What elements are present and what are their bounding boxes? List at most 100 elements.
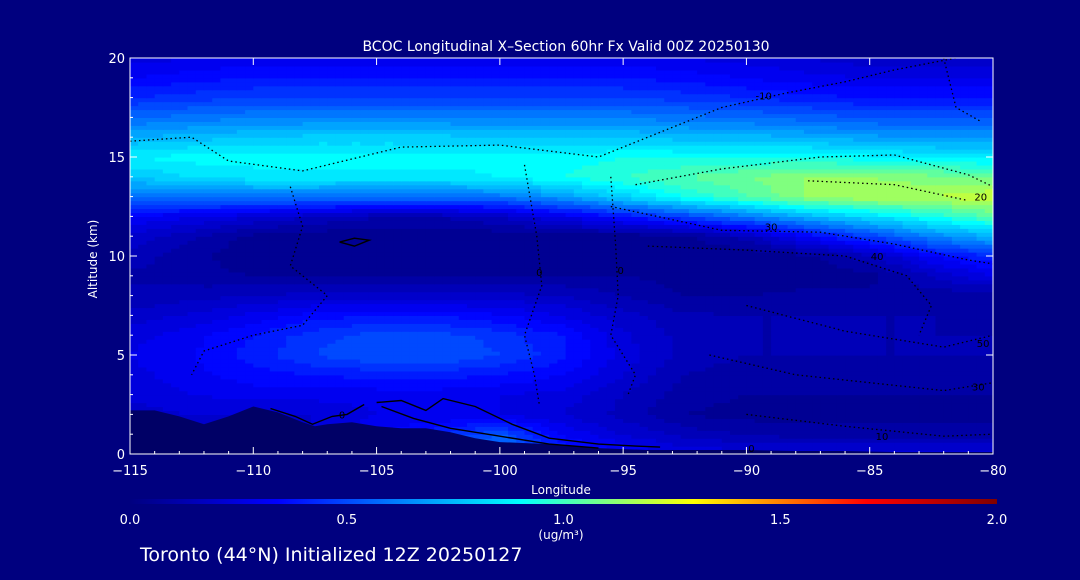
- heatmap-cell: [310, 414, 320, 419]
- heatmap-cell: [598, 343, 608, 348]
- heatmap-cell: [269, 307, 279, 313]
- heatmap-cell: [171, 263, 180, 269]
- heatmap-cell: [935, 418, 945, 423]
- heatmap-cell: [450, 271, 460, 277]
- heatmap-cell: [179, 283, 189, 289]
- heatmap-cell: [951, 394, 961, 400]
- heatmap-cell: [582, 422, 591, 427]
- heatmap-cell: [499, 287, 509, 293]
- heatmap-cell: [779, 307, 789, 313]
- heatmap-cell: [138, 283, 148, 289]
- heatmap-cell: [212, 370, 222, 376]
- heatmap-cell: [557, 323, 567, 328]
- heatmap-cell: [425, 386, 435, 392]
- heatmap-cell: [631, 331, 641, 336]
- heatmap-cell: [845, 287, 854, 293]
- heatmap-cell: [549, 386, 558, 392]
- heatmap-cell: [228, 378, 238, 384]
- heatmap-cell: [203, 390, 213, 396]
- heatmap-cell: [968, 426, 978, 431]
- heatmap-cell: [220, 267, 230, 273]
- heatmap-cell: [746, 378, 756, 384]
- heatmap-cell: [861, 295, 871, 301]
- heatmap-cell: [335, 398, 345, 404]
- heatmap-cell: [639, 323, 649, 328]
- heatmap-cell: [606, 386, 616, 392]
- heatmap-cell: [853, 406, 863, 412]
- heatmap-cell: [565, 263, 575, 269]
- heatmap-cell: [861, 339, 871, 344]
- heatmap-cell: [877, 287, 887, 293]
- heatmap-cell: [302, 327, 312, 332]
- heatmap-cell: [360, 339, 369, 344]
- heatmap-cell: [762, 343, 772, 348]
- heatmap-cell: [746, 434, 756, 439]
- heatmap-cell: [524, 319, 534, 324]
- heatmap-cell: [836, 351, 846, 356]
- heatmap-cell: [746, 327, 756, 332]
- heatmap-cell: [343, 275, 353, 281]
- heatmap-cell: [162, 323, 172, 328]
- heatmap-cell: [532, 327, 542, 332]
- heatmap-cell: [590, 351, 600, 356]
- heatmap-cell: [869, 390, 879, 396]
- heatmap-cell: [442, 303, 452, 309]
- heatmap-cell: [368, 279, 378, 285]
- heatmap-cell: [910, 315, 920, 320]
- heatmap-cell: [335, 386, 345, 392]
- heatmap-cell: [310, 378, 320, 384]
- heatmap-cell: [623, 299, 632, 305]
- heatmap-cell: [729, 422, 739, 427]
- heatmap-cell: [697, 378, 706, 384]
- heatmap-cell: [951, 430, 961, 435]
- heatmap-cell: [771, 442, 780, 447]
- heatmap-cell: [565, 339, 575, 344]
- heatmap-cell: [910, 414, 920, 419]
- heatmap-cell: [434, 386, 443, 392]
- heatmap-cell: [360, 351, 369, 356]
- heatmap-cell: [327, 370, 337, 376]
- heatmap-cell: [360, 335, 369, 340]
- heatmap-cell: [861, 374, 871, 380]
- heatmap-cell: [532, 307, 542, 313]
- heatmap-cell: [516, 378, 526, 384]
- heatmap-cell: [277, 271, 287, 277]
- heatmap-cell: [319, 307, 328, 313]
- heatmap-cell: [409, 366, 419, 372]
- heatmap-cell: [614, 398, 624, 404]
- heatmap-cell: [327, 402, 337, 408]
- heatmap-cell: [746, 311, 756, 316]
- heatmap-cell: [162, 410, 172, 415]
- heatmap-cell: [376, 390, 386, 396]
- heatmap-cell: [836, 347, 846, 352]
- heatmap-cell: [927, 275, 937, 281]
- heatmap-cell: [729, 343, 739, 348]
- heatmap-cell: [795, 267, 805, 273]
- heatmap-cell: [623, 446, 632, 451]
- heatmap-cell: [894, 343, 904, 348]
- heatmap-cell: [656, 422, 665, 427]
- heatmap-cell: [220, 414, 230, 419]
- heatmap-cell: [228, 406, 238, 412]
- heatmap-cell: [203, 291, 213, 297]
- heatmap-cell: [294, 402, 304, 408]
- heatmap-cell: [861, 327, 871, 332]
- heatmap-cell: [812, 430, 821, 435]
- heatmap-cell: [894, 287, 904, 293]
- heatmap-cell: [639, 343, 649, 348]
- heatmap-cell: [491, 323, 501, 328]
- heatmap-cell: [762, 418, 772, 423]
- heatmap-cell: [138, 279, 148, 285]
- heatmap-cell: [647, 291, 657, 297]
- heatmap-cell: [154, 287, 164, 293]
- heatmap-cell: [154, 394, 164, 400]
- heatmap-cell: [738, 299, 748, 305]
- heatmap-cell: [656, 410, 665, 415]
- heatmap-cell: [894, 418, 904, 423]
- heatmap-cell: [146, 362, 156, 368]
- heatmap-cell: [943, 426, 953, 431]
- heatmap-cell: [450, 315, 460, 320]
- heatmap-cell: [886, 422, 895, 427]
- heatmap-cell: [598, 438, 608, 443]
- heatmap-cell: [713, 390, 723, 396]
